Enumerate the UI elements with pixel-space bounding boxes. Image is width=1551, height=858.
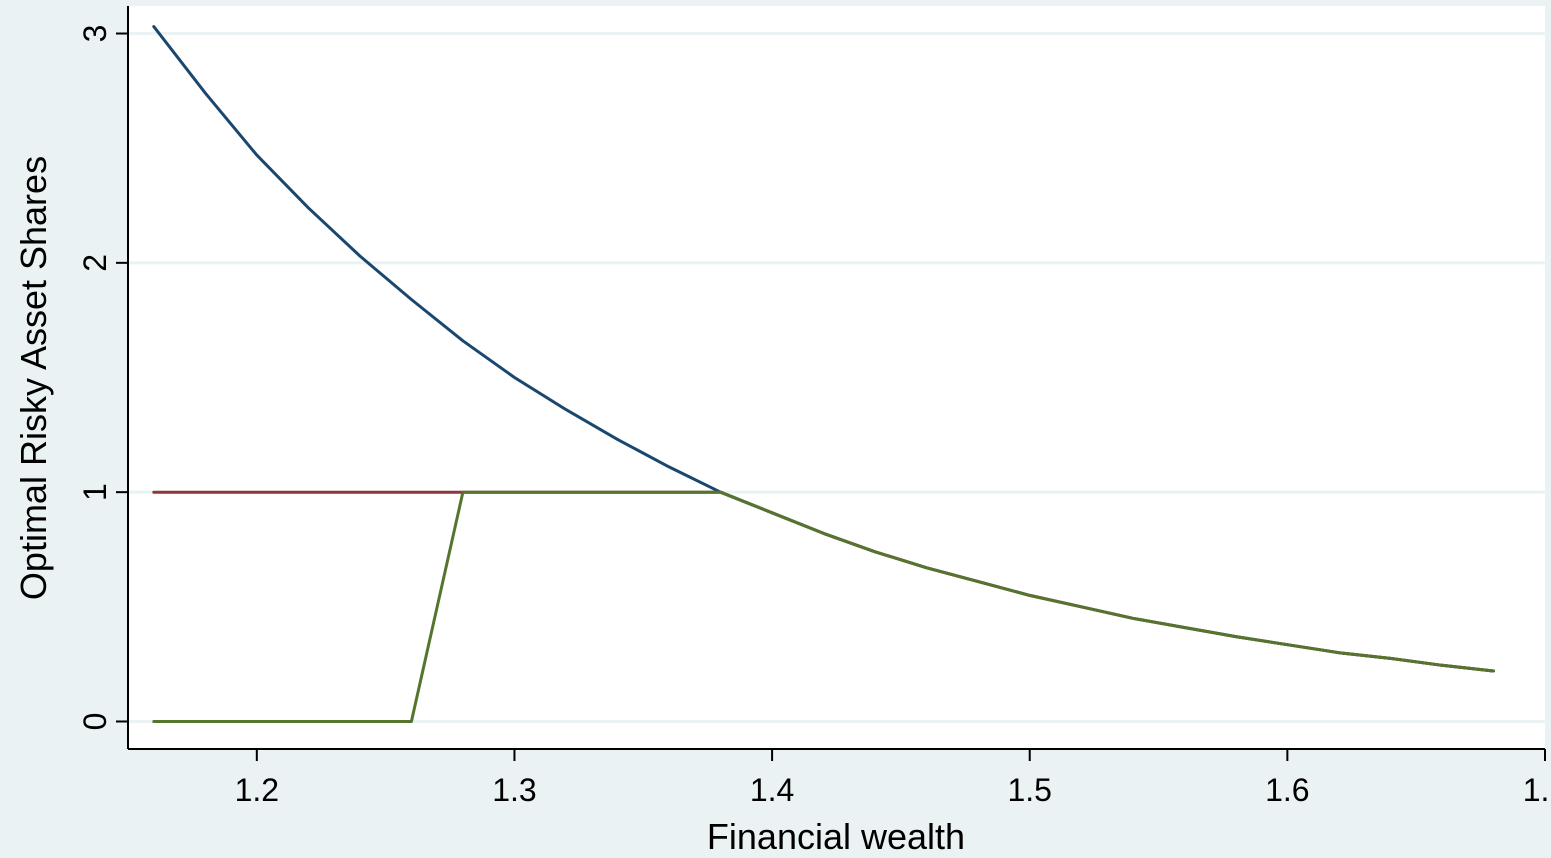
y-tick-label: 1 bbox=[77, 483, 113, 501]
y-axis-ticks: 0 1 2 3 bbox=[77, 25, 128, 731]
series-line-3 bbox=[152, 490, 1495, 723]
y-tick-label: 3 bbox=[77, 25, 113, 43]
x-axis-ticks: 1.2 1.3 1.4 1.5 1.6 1.7 bbox=[235, 749, 1551, 808]
plot-area bbox=[128, 6, 1545, 749]
x-tick-label: 1.4 bbox=[750, 772, 794, 808]
x-tick-label: 1.2 bbox=[235, 772, 279, 808]
y-tick-label: 0 bbox=[77, 713, 113, 731]
y-tick-label: 2 bbox=[77, 254, 113, 272]
x-tick-label: 1.7 bbox=[1523, 772, 1551, 808]
series-lines bbox=[152, 25, 1495, 723]
x-tick-label: 1.3 bbox=[492, 772, 536, 808]
x-tick-label: 1.5 bbox=[1007, 772, 1051, 808]
y-axis-title: Optimal Risky Asset Shares bbox=[13, 156, 54, 600]
x-tick-label: 1.6 bbox=[1265, 772, 1309, 808]
x-axis-title: Financial wealth bbox=[707, 816, 965, 857]
